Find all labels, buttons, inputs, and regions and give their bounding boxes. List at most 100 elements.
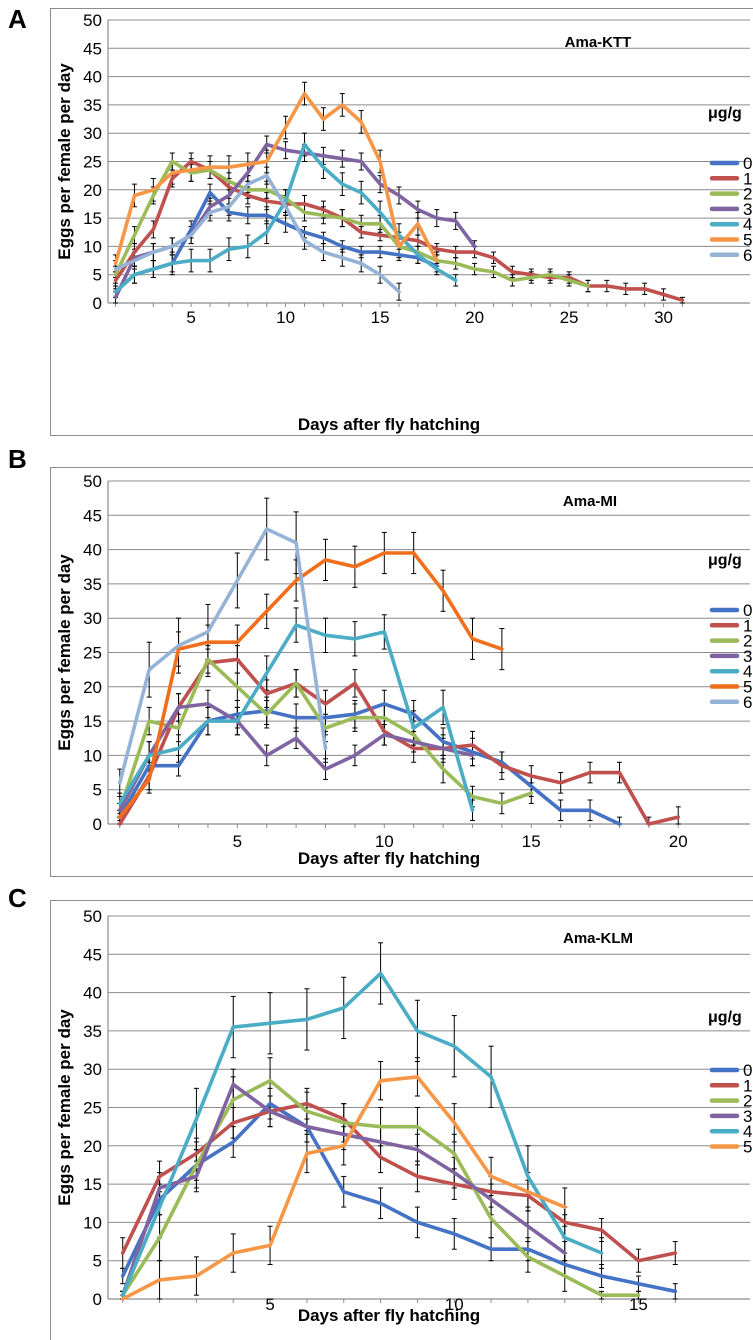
series-line-1	[120, 1101, 678, 1263]
series-line-4	[118, 623, 475, 813]
series-4	[120, 942, 605, 1300]
y-tick-label: 10	[83, 746, 102, 765]
x-tick-label: 15	[371, 308, 390, 327]
x-tick-label: 20	[465, 308, 484, 327]
panel-c: C 0 5 10 15 20 25 30 35 40 45 50 5 10 15 Days after fl…	[0, 879, 753, 1340]
legend-label: 5	[743, 678, 752, 697]
legend-label: 4	[743, 1122, 752, 1141]
x-tick-label: 20	[669, 832, 688, 851]
legend-label: 2	[743, 632, 752, 651]
chart-title: Ama-KLM	[563, 930, 633, 947]
y-axis-label: Eggs per female per day	[55, 554, 74, 751]
y-tick-label: 15	[83, 712, 102, 731]
series-line-5	[118, 551, 504, 819]
chart-frame	[50, 900, 753, 1340]
x-tick-label: 15	[629, 1295, 648, 1314]
y-axis-label: Eggs per female per day	[55, 1009, 74, 1206]
legend-label: 6	[743, 246, 752, 265]
panel-letter: C	[8, 883, 27, 913]
y-tick-label: 10	[83, 237, 102, 256]
x-tick-label: 5	[265, 1295, 274, 1314]
series-line-6	[113, 173, 401, 294]
legend-title: μg/g	[708, 105, 742, 122]
series-line-5	[113, 91, 439, 266]
y-tick-label: 25	[83, 153, 102, 172]
y-tick-label: 30	[83, 124, 102, 143]
y-tick-label: 35	[83, 1022, 102, 1041]
series-line-3	[118, 702, 475, 813]
legend-label: 2	[743, 1092, 752, 1111]
legend-label: 3	[743, 1107, 752, 1126]
legend-label: 0	[743, 601, 752, 620]
series-line-4	[120, 971, 604, 1298]
chart-frame	[50, 467, 753, 877]
legend-label: 6	[743, 693, 752, 712]
y-tick-label: 30	[83, 1060, 102, 1079]
y-tick-label: 5	[93, 266, 102, 285]
y-tick-label: 50	[83, 11, 102, 30]
y-tick-label: 5	[93, 781, 102, 800]
x-tick-label: 5	[186, 308, 195, 327]
y-tick-label: 45	[83, 39, 102, 58]
y-tick-label: 0	[93, 815, 102, 834]
y-axis-label: Eggs per female per day	[55, 63, 74, 260]
y-tick-label: 50	[83, 907, 102, 926]
legend-label: 3	[743, 200, 752, 219]
legend-label: 1	[743, 169, 752, 188]
y-tick-label: 40	[83, 68, 102, 87]
y-tick-label: 35	[83, 96, 102, 115]
legend-label: 0	[743, 1061, 752, 1080]
panel-letter: A	[8, 4, 27, 34]
legend-label: 4	[743, 662, 752, 681]
y-tick-label: 10	[83, 1213, 102, 1232]
panel-b: B 0 5 10 15 20 25 30 35 40 45 50 5 10 15 20 Days after …	[0, 440, 753, 880]
legend-title: μg/g	[708, 552, 742, 569]
x-axis-label: Days after fly hatching	[298, 849, 480, 868]
y-tick-label: 50	[83, 472, 102, 491]
x-tick-label: 10	[445, 1295, 464, 1314]
series-1	[120, 1087, 678, 1273]
y-tick-label: 5	[93, 1252, 102, 1271]
y-tick-label: 0	[93, 1290, 102, 1309]
chart-frame	[50, 8, 753, 436]
x-tick-label: 25	[560, 308, 579, 327]
chart-title: Ama-MI	[563, 493, 617, 510]
panel-a: A 0 5 10 15 20 25 30 35 40 45 50 5 10 15 20 25 30 Days af…	[0, 0, 753, 436]
y-tick-label: 20	[83, 678, 102, 697]
y-tick-label: 40	[83, 541, 102, 560]
x-tick-label: 5	[233, 832, 242, 851]
y-tick-label: 25	[83, 1099, 102, 1118]
y-tick-label: 0	[93, 294, 102, 313]
y-tick-label: 20	[83, 1137, 102, 1156]
x-tick-label: 15	[522, 832, 541, 851]
y-tick-label: 15	[83, 209, 102, 228]
x-axis-label: Days after fly hatching	[298, 1306, 480, 1325]
x-tick-label: 10	[375, 832, 394, 851]
series-line-6	[118, 527, 328, 785]
y-tick-label: 45	[83, 945, 102, 964]
series-line-0	[118, 702, 622, 826]
y-tick-label: 25	[83, 644, 102, 663]
legend-label: 5	[743, 231, 752, 250]
chart-title: Ama-KTT	[565, 34, 632, 51]
y-tick-label: 30	[83, 609, 102, 628]
x-tick-label: 10	[276, 308, 295, 327]
series-line-3	[120, 1082, 567, 1298]
series-line-0	[120, 1101, 678, 1294]
series-line-2	[113, 159, 590, 288]
y-tick-label: 15	[83, 1175, 102, 1194]
series-5	[117, 531, 505, 825]
y-tick-label: 20	[83, 181, 102, 200]
legend-title: μg/g	[708, 1009, 742, 1026]
x-axis-label: Days after fly hatching	[298, 415, 480, 434]
legend-label: 0	[743, 154, 752, 173]
legend-label: 2	[743, 185, 752, 204]
legend-label: 3	[743, 647, 752, 666]
y-tick-label: 45	[83, 506, 102, 525]
series-0	[120, 1087, 678, 1300]
y-tick-label: 40	[83, 984, 102, 1003]
series-line-4	[113, 142, 458, 294]
